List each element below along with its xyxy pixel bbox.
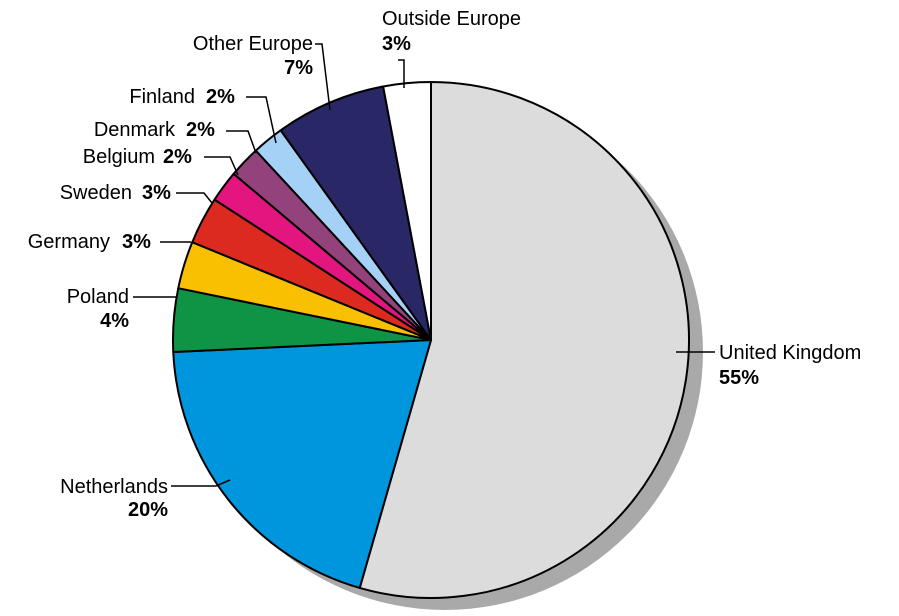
slice-label-germany: Germany [28,231,110,253]
pie-slice-netherlands [172,339,432,589]
slice-label-denmark: Denmark [94,119,176,141]
pie-slices [172,81,690,599]
leader-line-netherlands [171,479,231,487]
slice-label-finland: Finland [129,86,195,108]
slice-percent-outside-europe: 3% [382,33,411,55]
slice-label-outside-europe: Outside Europe [382,8,521,30]
slice-label-netherlands: Netherlands [60,476,168,498]
slice-percent-poland: 4% [100,310,129,332]
leader-line-denmark [226,130,257,154]
slice-label-belgium: Belgium [83,146,155,168]
slice-percent-germany: 3% [122,231,151,253]
slice-label-other-europe: Other Europe [193,33,313,55]
slice-label-poland: Poland [67,286,129,308]
pie-labels: United Kingdom 55% Netherlands 20% Polan… [28,8,862,521]
slice-label-sweden: Sweden [60,182,132,204]
slice-percent-united-kingdom: 55% [719,367,759,389]
slice-percent-other-europe: 7% [284,57,313,79]
leader-line-finland [246,96,277,144]
leader-line-outside-europe [398,59,405,88]
slice-percent-finland: 2% [206,86,235,108]
pie-slice-united-kingdom [358,81,690,599]
slice-percent-belgium: 2% [163,146,192,168]
slice-percent-sweden: 3% [142,182,171,204]
slice-percent-netherlands: 20% [128,499,168,521]
leader-line-belgium [204,156,239,176]
slice-label-united-kingdom: United Kingdom [719,342,861,364]
leader-line-other-europe [315,43,331,111]
slice-percent-denmark: 2% [186,119,215,141]
leader-line-sweden [176,192,213,204]
pie-slice-outside-europe [382,81,432,341]
